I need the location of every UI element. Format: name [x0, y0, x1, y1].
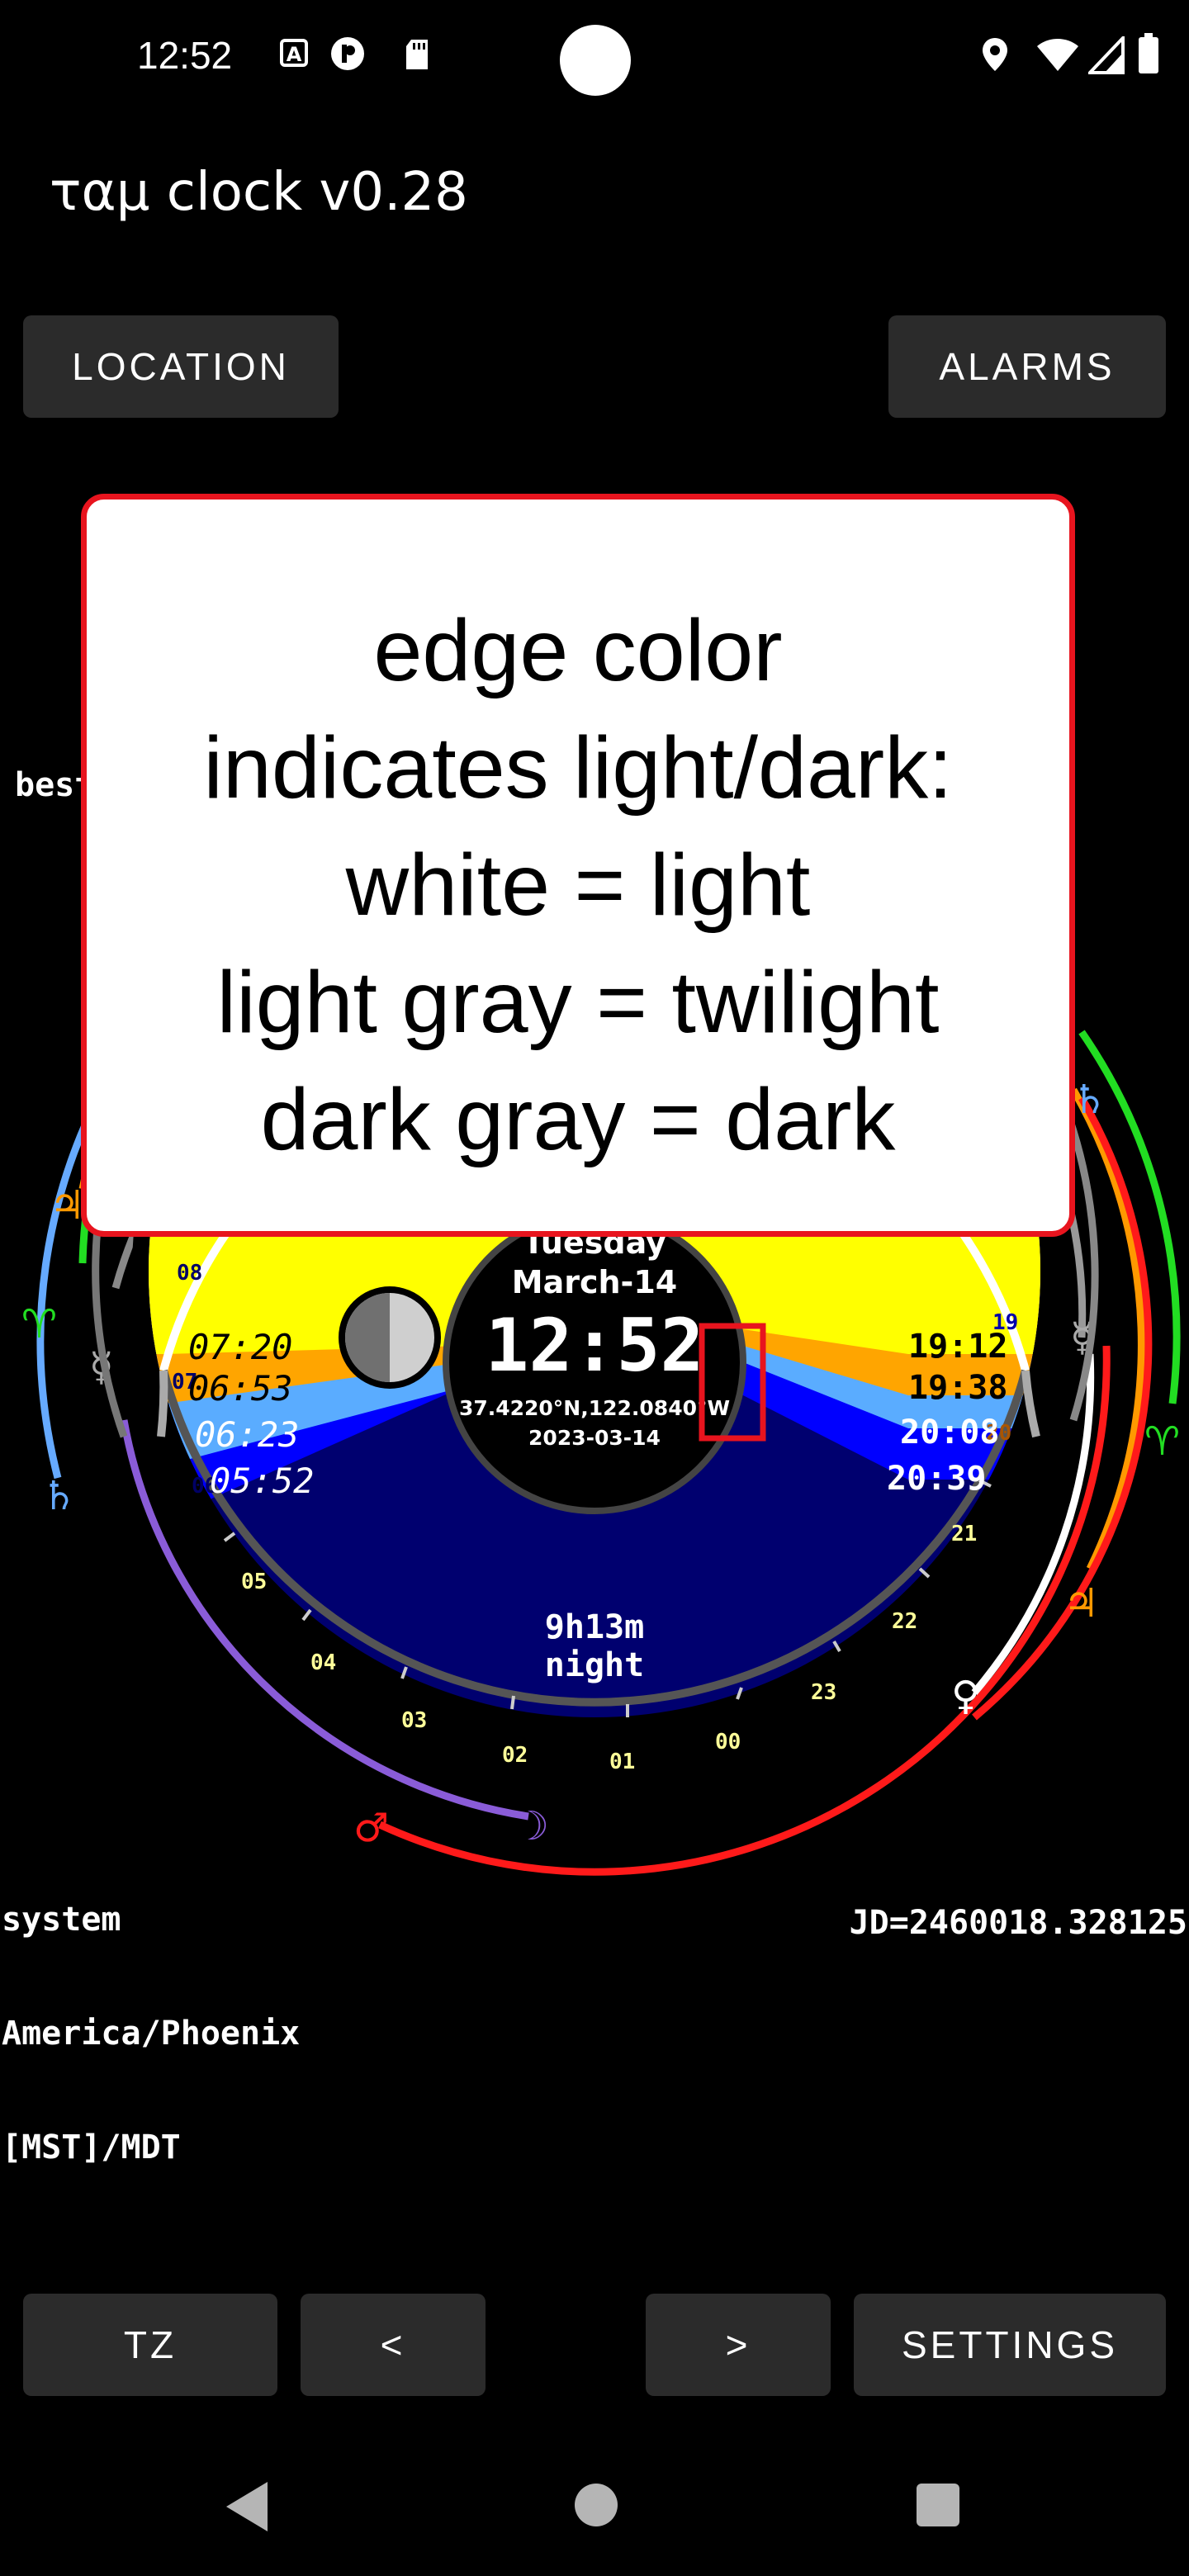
- sunrise-time: 07:20: [188, 1327, 292, 1367]
- date-label: March-14: [512, 1264, 677, 1300]
- hour-label-19: 19: [992, 1310, 1018, 1335]
- hour-label-22: 22: [892, 1609, 917, 1634]
- tooltip-line: light gray = twilight: [216, 954, 940, 1051]
- hour-label-21: 21: [951, 1522, 977, 1546]
- tooltip-line: dark gray = dark: [260, 1071, 896, 1168]
- hour-label-20: 20: [986, 1421, 1011, 1446]
- aries-arc-right: [1078, 1030, 1181, 1404]
- night-label: night: [545, 1646, 644, 1684]
- venus-glyph: ♀: [951, 1673, 980, 1719]
- tooltip-line: indicates light/dark:: [203, 719, 953, 817]
- jupiter-glyph-left: ♃: [50, 1182, 85, 1229]
- tooltip-line: edge color: [373, 602, 783, 699]
- civil-dusk-time: 19:38: [908, 1369, 1007, 1407]
- nautical-dawn-time: 06:23: [195, 1414, 299, 1455]
- next-button[interactable]: >: [646, 2294, 831, 2396]
- hour-label-08: 08: [177, 1261, 202, 1286]
- svg-text:A: A: [287, 43, 302, 66]
- saturn-arc-right: [972, 1096, 1153, 1721]
- tz-line: [MST]/MDT: [2, 2129, 181, 2166]
- julian-date: JD=2460018.328125: [849, 1904, 1187, 1942]
- location-button[interactable]: LOCATION: [23, 315, 339, 418]
- nautical-dusk-time: 20:08: [900, 1413, 999, 1451]
- aries-glyph-right: ♈: [1144, 1418, 1180, 1465]
- hour-label-23: 23: [811, 1680, 836, 1705]
- astronomical-dawn-time: 05:52: [210, 1461, 314, 1501]
- previous-button[interactable]: <: [301, 2294, 486, 2396]
- hour-label-00: 00: [715, 1730, 741, 1754]
- civil-dawn-time: 06:53: [188, 1368, 292, 1409]
- moon-glyph: ☽: [514, 1803, 549, 1849]
- hint-tooltip[interactable]: edge color indicates light/dark: white =…: [81, 494, 1075, 1237]
- back-icon[interactable]: [226, 2482, 268, 2531]
- recents-icon[interactable]: [917, 2484, 959, 2526]
- timezone-info: system America/Phoenix [MST]/MDT: [2, 1825, 300, 2204]
- right-event-times: 19:12 19:38 20:08 20:39: [887, 1328, 1007, 1498]
- battery-icon: [1139, 33, 1158, 73]
- left-event-times: 07:20 06:53 06:23 05:52: [188, 1327, 314, 1501]
- rim-twilight-left: [157, 1370, 168, 1437]
- p-icon: [331, 37, 364, 70]
- moon-phase-icon: [339, 1286, 441, 1389]
- a-icon: A: [280, 39, 308, 67]
- location-icon: [983, 38, 1007, 71]
- sunset-time: 19:12: [908, 1328, 1007, 1366]
- venus-arc: [971, 1353, 1095, 1695]
- mars-glyph: ♂: [353, 1805, 389, 1851]
- moon-arc: [120, 1419, 529, 1821]
- sd-card-icon: [406, 40, 428, 69]
- hour-label-01: 01: [609, 1750, 635, 1774]
- night-duration: 9h13m: [545, 1608, 644, 1646]
- hour-label-03: 03: [401, 1708, 427, 1733]
- hour-label-04: 04: [310, 1650, 336, 1675]
- current-time: 12:52: [486, 1303, 704, 1388]
- aries-glyph-left: ♈: [21, 1301, 57, 1347]
- tz-line: America/Phoenix: [2, 2015, 301, 2053]
- highlight-box: [699, 1323, 766, 1442]
- hour-label-07: 07: [172, 1370, 197, 1395]
- wifi-icon: [1037, 39, 1078, 71]
- tz-button[interactable]: TZ: [23, 2294, 277, 2396]
- mars-arc: [378, 1345, 1111, 1876]
- astronomical-dusk-time: 20:39: [887, 1460, 986, 1498]
- date-iso: 2023-03-14: [528, 1426, 661, 1450]
- hour-label-02: 02: [502, 1743, 528, 1768]
- alarms-button[interactable]: ALARMS: [888, 315, 1166, 418]
- jupiter-arc-right: [1070, 1087, 1145, 1570]
- tz-line: system: [2, 1901, 121, 1939]
- hour-ticks: [223, 1479, 992, 1717]
- tooltip-line: white = light: [345, 836, 811, 934]
- hour-labels: 00 01 02 03 04 05 06 07 08 19 20 21 22 2…: [172, 1261, 1018, 1774]
- hour-label-06: 06: [192, 1474, 217, 1499]
- settings-button[interactable]: SETTINGS: [854, 2294, 1166, 2396]
- signal-icon: [1088, 36, 1125, 74]
- rim-twilight-right: [1021, 1370, 1040, 1438]
- camera-cutout: [560, 25, 631, 96]
- app-title: ταμ clock v0.28: [50, 162, 468, 223]
- jupiter-glyph-right: ♃: [1063, 1580, 1099, 1627]
- home-icon[interactable]: [575, 2484, 618, 2526]
- saturn-glyph-right: ♄: [1072, 1077, 1107, 1123]
- hour-label-05: 05: [241, 1570, 267, 1594]
- coordinates: 37.4220°N,122.0840°W: [459, 1396, 730, 1420]
- saturn-glyph-left: ♄: [41, 1473, 77, 1519]
- status-time: 12:52: [137, 34, 233, 77]
- rim-dark: [159, 1369, 1030, 1707]
